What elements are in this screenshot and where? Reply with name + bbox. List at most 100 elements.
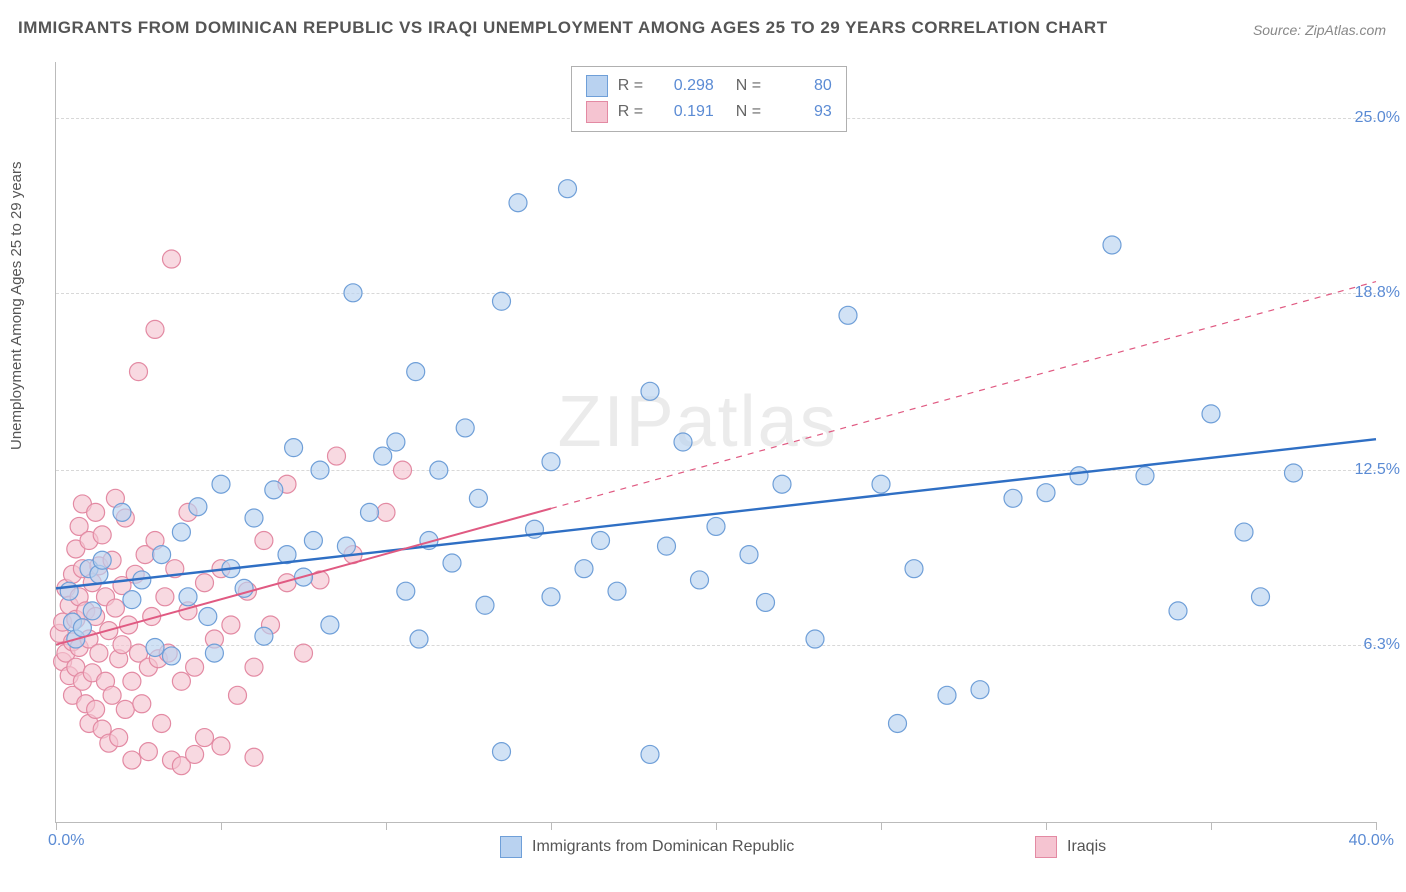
data-point: [229, 686, 247, 704]
data-point: [73, 619, 91, 637]
data-point: [387, 433, 405, 451]
correlation-chart: IMMIGRANTS FROM DOMINICAN REPUBLIC VS IR…: [0, 0, 1406, 892]
data-point: [113, 503, 131, 521]
data-point: [321, 616, 339, 634]
data-point: [806, 630, 824, 648]
data-point: [1004, 489, 1022, 507]
data-point: [123, 672, 141, 690]
data-point: [103, 686, 121, 704]
data-point: [658, 537, 676, 555]
data-point: [222, 616, 240, 634]
data-point: [113, 636, 131, 654]
x-axis-max-label: 40.0%: [1349, 832, 1394, 850]
data-point: [146, 320, 164, 338]
source-attribution: Source: ZipAtlas.com: [1253, 22, 1386, 38]
data-point: [110, 729, 128, 747]
data-point: [146, 638, 164, 656]
data-point: [344, 284, 362, 302]
data-point: [245, 748, 263, 766]
swatch-icon: [1035, 836, 1057, 858]
data-point: [116, 700, 134, 718]
series-name: Immigrants from Dominican Republic: [532, 838, 794, 856]
data-point: [575, 560, 593, 578]
data-point: [189, 498, 207, 516]
x-tick: [1211, 822, 1212, 830]
data-point: [740, 546, 758, 564]
data-point: [156, 588, 174, 606]
data-point: [889, 714, 907, 732]
series-name: Iraqis: [1067, 838, 1106, 856]
chart-title: IMMIGRANTS FROM DOMINICAN REPUBLIC VS IR…: [18, 18, 1108, 38]
data-point: [410, 630, 428, 648]
data-point: [212, 475, 230, 493]
data-point: [304, 532, 322, 550]
data-point: [407, 363, 425, 381]
data-point: [1070, 467, 1088, 485]
data-point: [542, 588, 560, 606]
data-point: [60, 582, 78, 600]
data-point: [1136, 467, 1154, 485]
data-point: [872, 475, 890, 493]
x-tick: [56, 822, 57, 830]
data-point: [130, 363, 148, 381]
plot-area: ZIPatlas R = 0.298 N = 80 R = 0.191 N = …: [55, 62, 1376, 823]
data-point: [1037, 484, 1055, 502]
data-point: [476, 596, 494, 614]
data-point: [509, 194, 527, 212]
data-point: [374, 447, 392, 465]
data-point: [186, 658, 204, 676]
series-legend-b: Iraqis: [1035, 836, 1106, 858]
data-point: [592, 532, 610, 550]
x-axis-min-label: 0.0%: [48, 832, 84, 850]
data-point: [328, 447, 346, 465]
data-point: [153, 546, 171, 564]
data-point: [1202, 405, 1220, 423]
x-tick: [716, 822, 717, 830]
data-point: [773, 475, 791, 493]
data-point: [641, 382, 659, 400]
data-point: [212, 737, 230, 755]
data-point: [133, 695, 151, 713]
data-point: [172, 523, 190, 541]
data-point: [123, 591, 141, 609]
data-point: [559, 180, 577, 198]
data-point: [456, 419, 474, 437]
data-point: [905, 560, 923, 578]
x-tick: [1046, 822, 1047, 830]
data-point: [1103, 236, 1121, 254]
data-point: [493, 743, 511, 761]
y-tick-label: 25.0%: [1355, 109, 1400, 127]
data-point: [186, 745, 204, 763]
data-point: [90, 644, 108, 662]
x-tick: [386, 822, 387, 830]
data-point: [542, 453, 560, 471]
data-point: [707, 517, 725, 535]
data-point: [106, 599, 124, 617]
data-point: [245, 509, 263, 527]
y-tick-label: 6.3%: [1364, 636, 1400, 654]
data-point: [1252, 588, 1270, 606]
data-point: [172, 672, 190, 690]
data-point: [674, 433, 692, 451]
series-legend-a: Immigrants from Dominican Republic: [500, 836, 794, 858]
data-point: [839, 306, 857, 324]
data-point: [397, 582, 415, 600]
y-axis-label: Unemployment Among Ages 25 to 29 years: [8, 161, 25, 450]
data-point: [153, 714, 171, 732]
x-tick: [551, 822, 552, 830]
swatch-icon: [500, 836, 522, 858]
data-point: [199, 608, 217, 626]
y-tick-label: 18.8%: [1355, 284, 1400, 302]
data-point: [377, 503, 395, 521]
data-point: [196, 729, 214, 747]
data-point: [1235, 523, 1253, 541]
data-point: [179, 588, 197, 606]
data-point: [123, 751, 141, 769]
data-point: [255, 627, 273, 645]
data-point: [361, 503, 379, 521]
data-point: [93, 551, 111, 569]
data-point: [493, 292, 511, 310]
data-point: [83, 602, 101, 620]
data-point: [608, 582, 626, 600]
data-point: [255, 532, 273, 550]
